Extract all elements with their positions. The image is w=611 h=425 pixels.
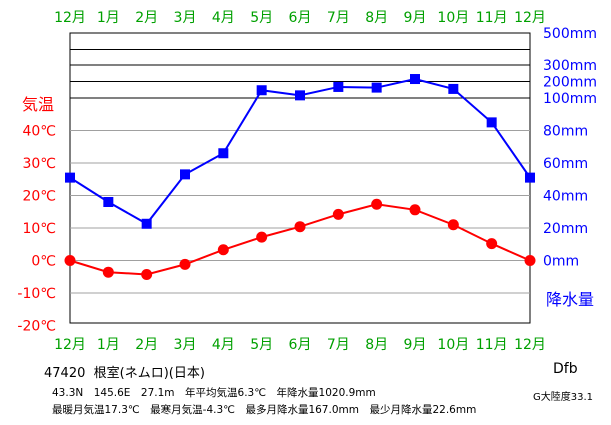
station-id: 47420 <box>44 366 86 381</box>
top-month-label: 8月 <box>365 10 388 26</box>
temperature-point <box>371 198 383 210</box>
left-tick-label: -20℃ <box>17 319 56 335</box>
station-info-line-2: 最暖月気温17.3℃ 最寒月気温-4.3℃ 最多月降水量167.0mm 最少月降… <box>52 404 477 416</box>
top-month-label: 1月 <box>97 10 120 26</box>
left-axis-label: 気温 <box>22 95 54 114</box>
top-month-label: 11月 <box>476 10 508 26</box>
temperature-point <box>179 258 191 270</box>
temperature-point <box>141 268 153 280</box>
precipitation-point <box>333 81 344 92</box>
left-tick-label: 0℃ <box>31 254 56 270</box>
left-axis-ticks: 40℃ 30℃ 20℃ 10℃ 0℃ -10℃ -20℃ <box>17 124 56 335</box>
bottom-month-label: 11月 <box>476 337 508 353</box>
left-tick-label: 40℃ <box>22 124 56 140</box>
bottom-month-label: 4月 <box>212 337 235 353</box>
top-month-label: 12月 <box>54 10 86 26</box>
right-tick-label: 200mm <box>543 75 597 91</box>
top-month-label: 10月 <box>437 10 469 26</box>
bottom-month-label: 12月 <box>54 337 86 353</box>
precipitation-point <box>256 85 267 96</box>
climate-class: Dfb <box>553 361 578 377</box>
top-month-label: 2月 <box>135 10 158 26</box>
right-tick-label: 300mm <box>543 58 597 74</box>
bottom-month-label: 9月 <box>404 337 427 353</box>
bottom-month-label: 2月 <box>135 337 158 353</box>
right-tick-label: 20mm <box>543 221 588 237</box>
temperature-point <box>294 221 306 233</box>
right-tick-label: 80mm <box>543 124 588 140</box>
top-month-labels: 12月 1月 2月 3月 4月 5月 6月 7月 8月 9月 10月 11月 12月 <box>54 10 546 26</box>
chart-grid <box>69 32 531 324</box>
right-tick-label: 40mm <box>543 189 588 205</box>
station-header: 47420 根室(ネムロ)(日本) <box>44 362 205 381</box>
series-precipitation <box>65 74 535 229</box>
temperature-point <box>102 266 114 278</box>
right-axis-label: 降水量 <box>546 290 594 309</box>
precipitation-point <box>65 172 75 183</box>
left-tick-label: 30℃ <box>22 156 56 172</box>
bottom-month-label: 8月 <box>365 337 388 353</box>
station-info-line-1: 43.3N 145.6E 27.1m 年平均気温6.3℃ 年降水量1020.9m… <box>52 387 376 399</box>
top-month-label: 9月 <box>404 10 427 26</box>
temperature-point <box>447 219 459 231</box>
right-tick-label: 500mm <box>543 26 597 42</box>
top-month-label: 12月 <box>514 10 546 26</box>
bottom-month-labels: 12月 1月 2月 3月 4月 5月 6月 7月 8月 9月 10月 11月 12月 <box>54 337 546 353</box>
temperature-point <box>486 238 498 250</box>
temperature-point <box>64 255 76 266</box>
precipitation-point <box>180 169 190 180</box>
top-month-label: 4月 <box>212 10 235 26</box>
right-tick-label: 0mm <box>543 254 579 270</box>
plot-frame <box>69 32 531 324</box>
left-tick-label: 20℃ <box>22 189 56 205</box>
right-tick-label: 100mm <box>543 91 597 107</box>
bottom-month-label: 7月 <box>327 337 350 353</box>
top-month-label: 5月 <box>250 10 273 26</box>
temperature-point <box>524 255 536 266</box>
bottom-month-label: 12月 <box>514 337 546 353</box>
bottom-month-label: 6月 <box>289 337 312 353</box>
precipitation-point <box>486 117 497 128</box>
precipitation-point <box>141 218 152 229</box>
station-name: 根室(ネムロ)(日本) <box>93 366 205 381</box>
bottom-month-label: 5月 <box>250 337 273 353</box>
series-line <box>69 77 531 226</box>
top-month-label: 3月 <box>174 10 197 26</box>
bottom-month-label: 3月 <box>174 337 197 353</box>
temperature-point <box>256 231 268 243</box>
precipitation-point <box>103 197 114 207</box>
precipitation-point <box>410 74 420 85</box>
right-tick-label: 60mm <box>543 156 588 172</box>
temperature-point <box>217 244 229 256</box>
left-tick-label: 10℃ <box>22 221 56 237</box>
top-month-label: 7月 <box>327 10 350 26</box>
left-tick-label: -10℃ <box>17 286 56 302</box>
top-month-label: 6月 <box>289 10 312 26</box>
bottom-month-label: 1月 <box>97 337 120 353</box>
precipitation-point <box>525 172 535 183</box>
temperature-point <box>332 208 344 220</box>
series-temperature <box>64 198 536 280</box>
temperature-point <box>409 204 421 216</box>
precipitation-point <box>295 90 305 101</box>
continentality: G大陸度33.1 <box>533 392 594 403</box>
bottom-month-label: 10月 <box>437 337 469 353</box>
precipitation-point <box>448 83 459 94</box>
series-line <box>69 203 531 276</box>
precipitation-point <box>371 82 382 93</box>
precipitation-point <box>218 148 229 159</box>
